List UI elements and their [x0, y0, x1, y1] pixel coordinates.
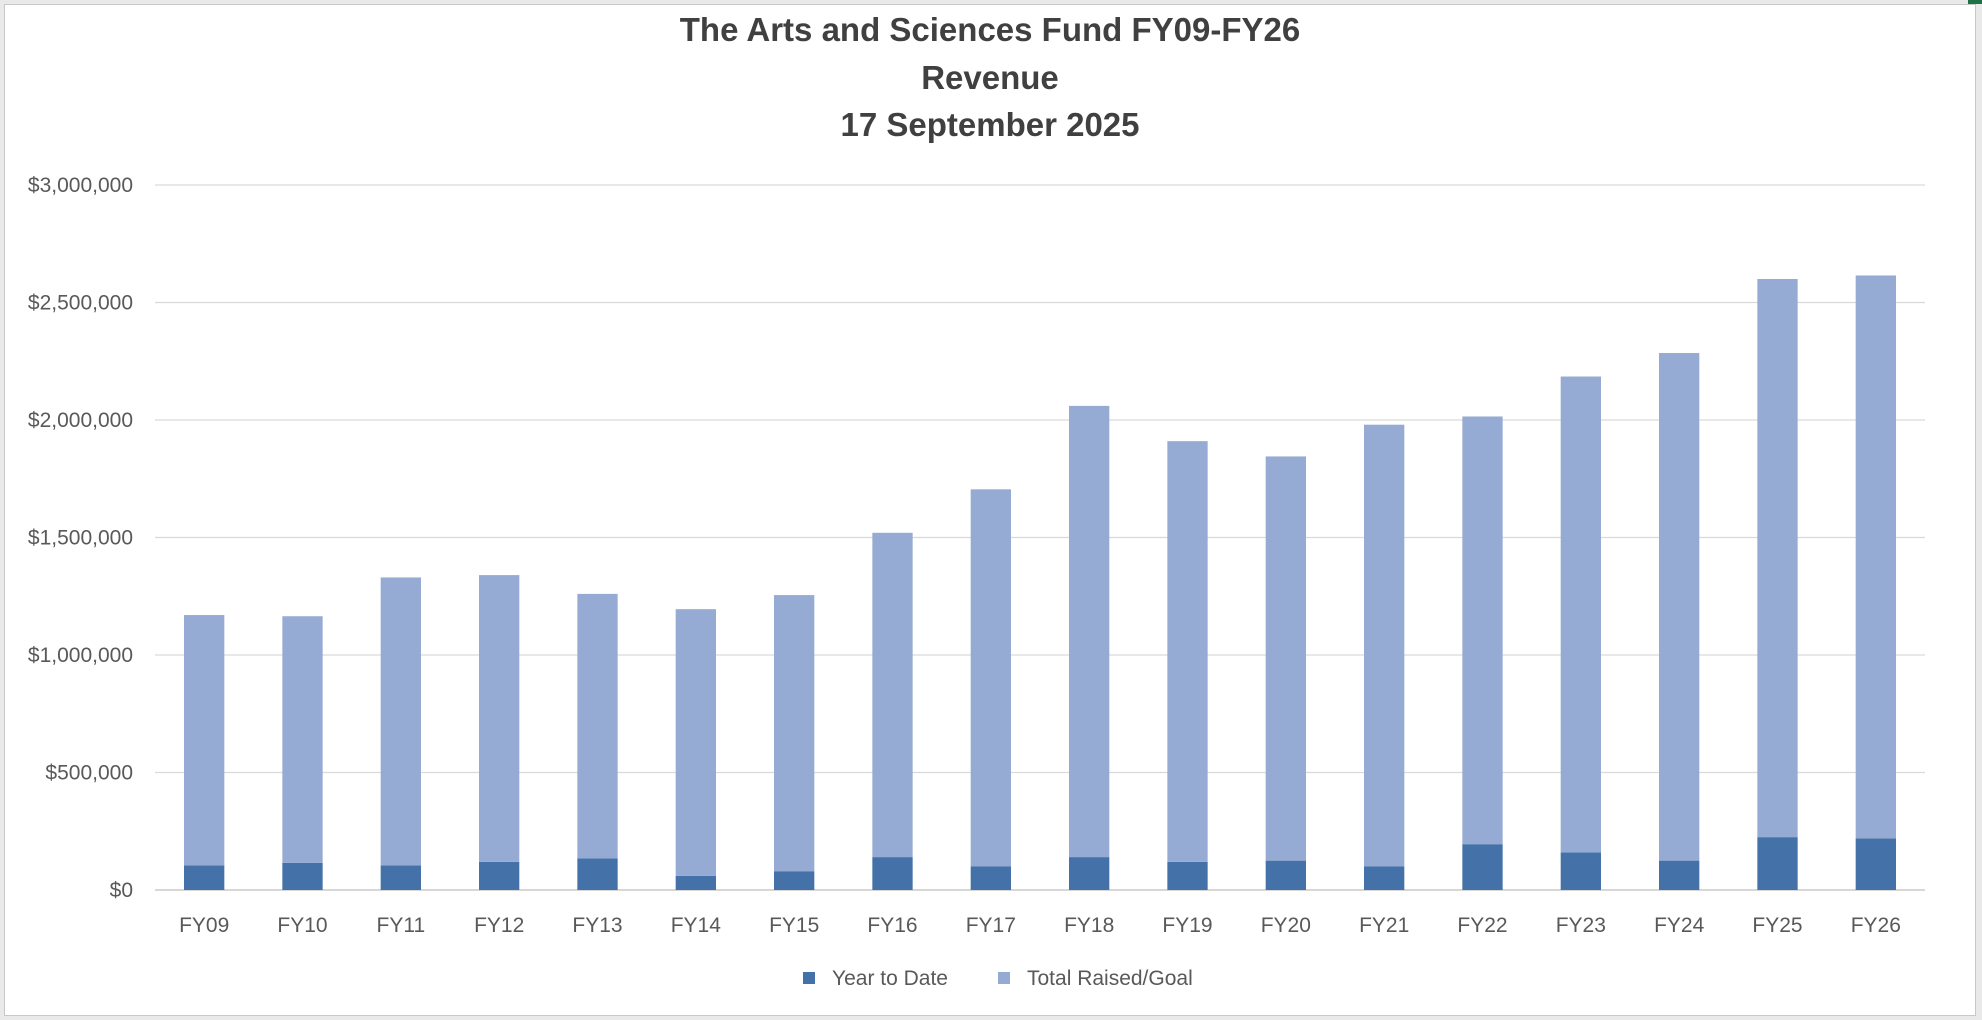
x-tick-label: FY21 — [1359, 914, 1409, 937]
bar-year-to-date-fy13[interactable] — [577, 858, 618, 890]
bar-year-to-date-fy18[interactable] — [1069, 857, 1110, 890]
bar-year-to-date-fy20[interactable] — [1265, 860, 1306, 890]
bar-year-to-date-fy10[interactable] — [282, 862, 323, 890]
bar-year-to-date-fy14[interactable] — [675, 875, 716, 890]
x-tick-label: FY12 — [474, 914, 524, 937]
x-tick-label: FY22 — [1457, 914, 1507, 937]
bar-year-to-date-fy26[interactable] — [1855, 838, 1896, 890]
y-axis-ticks: $0 $500,000 $1,000,000 $1,500,000 $2,000,000… — [28, 174, 133, 902]
gridlines — [155, 184, 1925, 891]
x-tick-label: FY11 — [377, 914, 426, 937]
bar-total-raised-fy16[interactable] — [872, 532, 913, 858]
bar-year-to-date-fy09[interactable] — [184, 865, 225, 890]
bar-year-to-date-fy12[interactable] — [479, 861, 520, 890]
bar-total-raised-fy12[interactable] — [479, 575, 520, 862]
bar-total-raised-fy09[interactable] — [184, 615, 225, 866]
chart-title-line-2: Revenue — [921, 59, 1059, 96]
x-tick-label: FY19 — [1162, 914, 1212, 937]
legend[interactable]: Year to Date Total Raised/Goal — [803, 967, 1193, 990]
bar-total-raised-fy21[interactable] — [1364, 424, 1405, 867]
revenue-chart: The Arts and Sciences Fund FY09-FY26 Reve… — [28, 11, 1925, 990]
x-tick-label: FY09 — [179, 914, 229, 937]
bars — [184, 275, 1896, 890]
x-tick-label: FY13 — [572, 914, 622, 937]
chart-title-line-1: The Arts and Sciences Fund FY09-FY26 — [680, 11, 1300, 48]
x-tick-label: FY26 — [1851, 914, 1901, 937]
x-tick-label: FY15 — [769, 914, 819, 937]
x-tick-label: FY17 — [966, 914, 1016, 937]
chart-title-line-3: 17 September 2025 — [840, 106, 1139, 143]
x-tick-label: FY18 — [1064, 914, 1114, 937]
bar-total-raised-fy19[interactable] — [1167, 441, 1208, 862]
bar-total-raised-fy14[interactable] — [675, 609, 716, 876]
bar-total-raised-fy24[interactable] — [1659, 353, 1700, 861]
y-tick-label: $2,500,000 — [28, 292, 133, 315]
y-tick-label: $2,000,000 — [28, 409, 133, 432]
y-tick-label: $0 — [110, 879, 133, 902]
bar-total-raised-fy13[interactable] — [577, 593, 618, 859]
bar-year-to-date-fy11[interactable] — [380, 865, 421, 890]
y-tick-label: $1,500,000 — [28, 527, 133, 550]
bar-year-to-date-fy17[interactable] — [970, 866, 1011, 891]
bar-total-raised-fy23[interactable] — [1560, 376, 1601, 853]
bar-year-to-date-fy24[interactable] — [1659, 860, 1700, 890]
x-tick-label: FY10 — [277, 914, 327, 937]
bar-year-to-date-fy15[interactable] — [774, 871, 815, 890]
chart-area[interactable]: The Arts and Sciences Fund FY09-FY26 Reve… — [4, 4, 1976, 1016]
bar-total-raised-fy26[interactable] — [1855, 275, 1896, 839]
bar-total-raised-fy18[interactable] — [1069, 405, 1110, 858]
legend-label: Year to Date — [832, 967, 948, 990]
y-tick-label: $1,000,000 — [28, 644, 133, 667]
legend-swatch — [803, 972, 815, 984]
y-tick-label: $3,000,000 — [28, 174, 133, 197]
legend-swatch — [998, 972, 1010, 984]
bar-total-raised-fy17[interactable] — [970, 489, 1011, 867]
bar-year-to-date-fy16[interactable] — [872, 857, 913, 890]
bar-total-raised-fy22[interactable] — [1462, 416, 1503, 845]
x-tick-label: FY20 — [1261, 914, 1311, 937]
x-tick-label: FY23 — [1556, 914, 1606, 937]
bar-total-raised-fy10[interactable] — [282, 616, 323, 863]
y-tick-label: $500,000 — [45, 762, 133, 785]
x-tick-label: FY14 — [671, 914, 722, 937]
bar-total-raised-fy25[interactable] — [1757, 279, 1798, 838]
bar-year-to-date-fy23[interactable] — [1560, 852, 1601, 890]
x-tick-label: FY25 — [1752, 914, 1802, 937]
bar-total-raised-fy11[interactable] — [380, 577, 421, 866]
x-axis-ticks: FY09 FY10 FY11 FY12 FY13 FY14 FY15 FY16 FY17 FY18… — [179, 914, 1901, 937]
bar-total-raised-fy20[interactable] — [1265, 456, 1306, 861]
bar-year-to-date-fy21[interactable] — [1364, 866, 1405, 891]
bar-total-raised-fy15[interactable] — [774, 595, 815, 872]
chart-title: The Arts and Sciences Fund FY09-FY26 Reve… — [680, 11, 1300, 143]
bar-year-to-date-fy25[interactable] — [1757, 837, 1798, 890]
window-accent — [1968, 0, 1982, 4]
x-tick-label: FY24 — [1654, 914, 1705, 937]
bar-year-to-date-fy22[interactable] — [1462, 844, 1503, 890]
bar-year-to-date-fy19[interactable] — [1167, 861, 1208, 890]
legend-label: Total Raised/Goal — [1027, 967, 1193, 990]
x-tick-label: FY16 — [867, 914, 917, 937]
